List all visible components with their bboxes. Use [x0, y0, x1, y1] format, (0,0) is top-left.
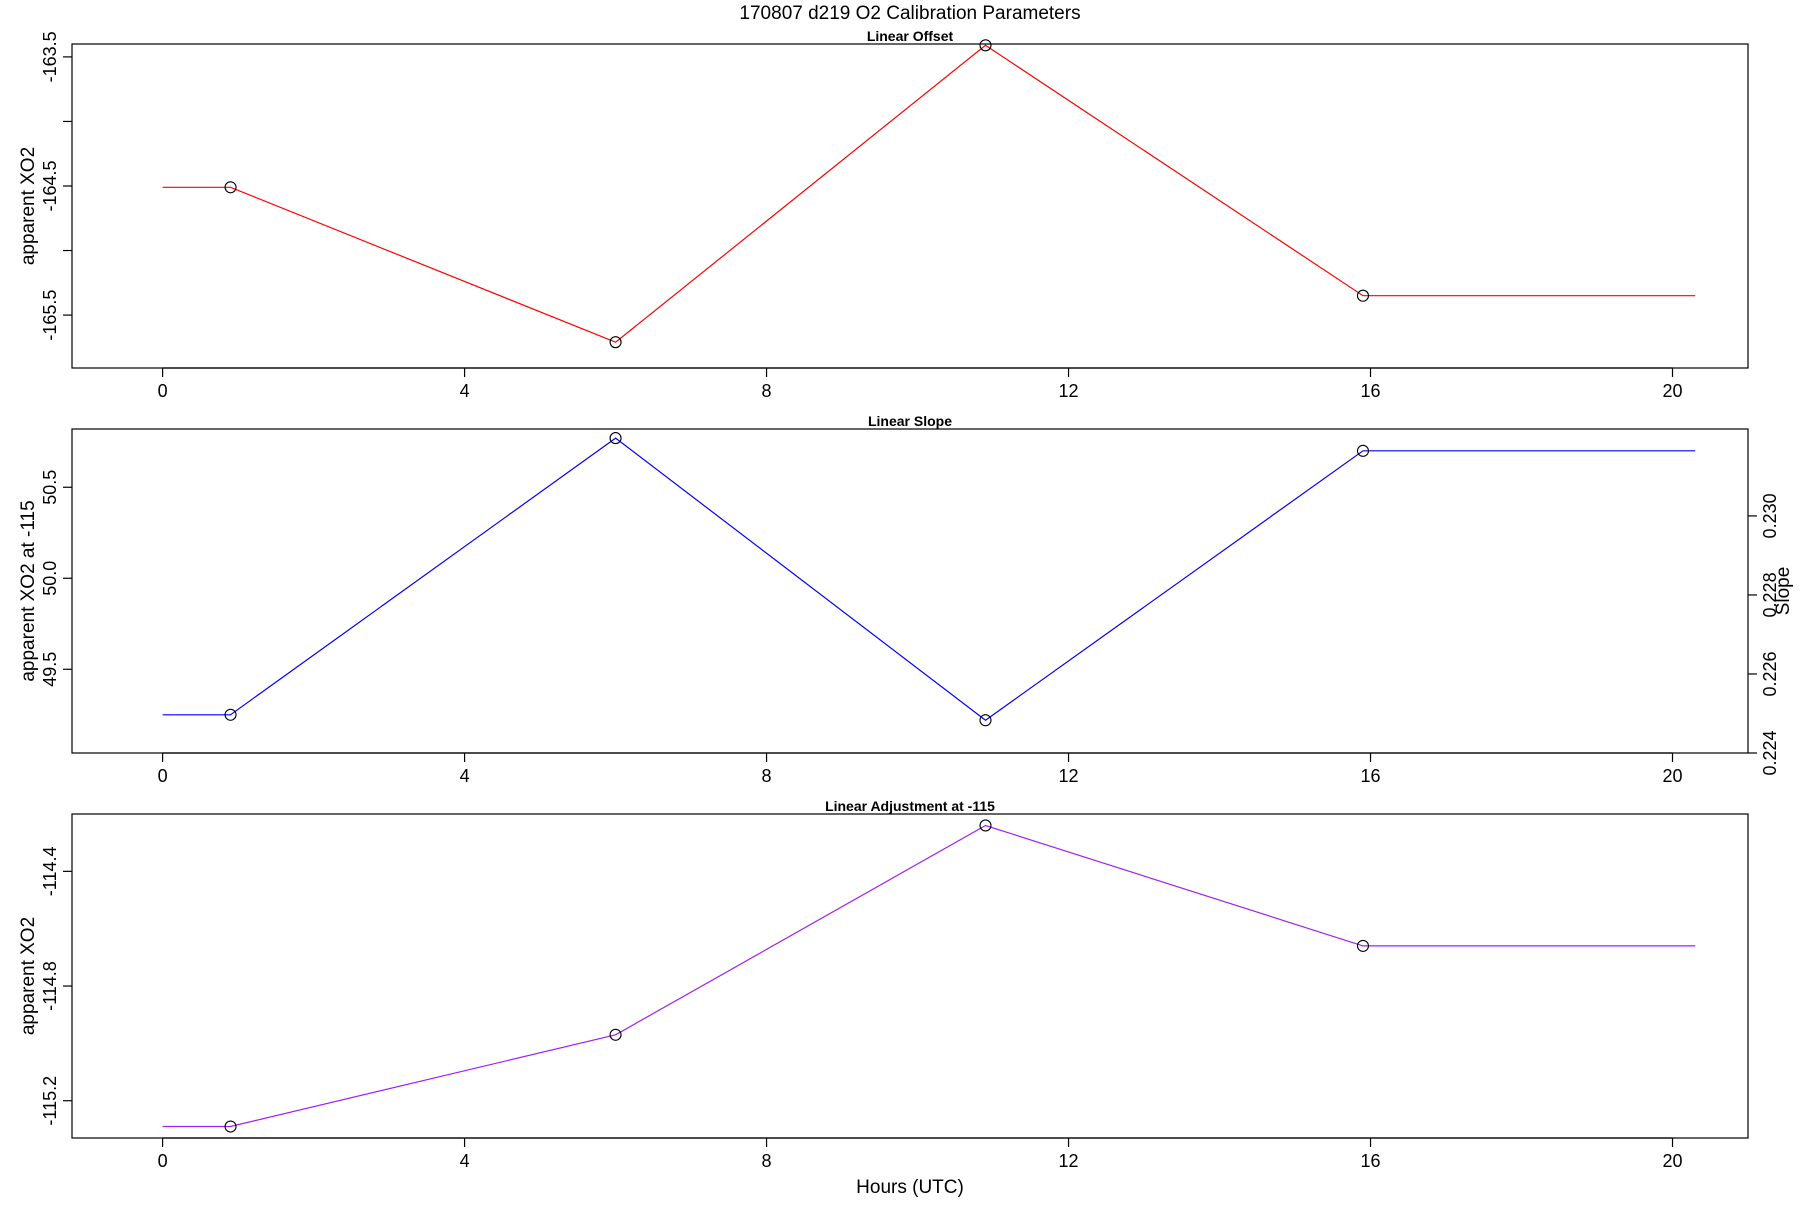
y-axis-label: apparent XO2 [18, 917, 39, 1035]
data-point [224, 708, 237, 721]
x-tick-label: 0 [158, 381, 168, 401]
series-line [162, 44, 1696, 343]
y-tick-label: 49.5 [40, 652, 60, 687]
x-axis: 0 4 8 12 16 20 [158, 1137, 1683, 1171]
y2-axis: 0.224 0.226 0.228 0.230 [1748, 493, 1780, 776]
y-tick-label: -163.5 [40, 31, 60, 82]
panel-title: Linear Adjustment at -115 [825, 798, 995, 814]
data-point [224, 181, 237, 194]
x-tick-label: 0 [158, 766, 168, 786]
y2-tick-label: 0.226 [1760, 651, 1780, 696]
panels: Linear Offset 0 4 8 12 16 20 -163.5 -164.5 -165.5… [18, 28, 1794, 1171]
series-line [162, 437, 1696, 721]
data-point [609, 432, 622, 445]
x-tick-label: 0 [158, 1151, 168, 1171]
x-tick-label: 20 [1662, 1151, 1682, 1171]
y2-tick-label: 0.230 [1760, 493, 1780, 538]
y-tick-label: -114.4 [40, 846, 60, 896]
x-tick-label: 8 [762, 766, 772, 786]
y-tick-label: -165.5 [40, 290, 60, 341]
panel-1: Linear Offset 0 4 8 12 16 20 -163.5 -164.5 -165.5… [18, 28, 1749, 401]
data-point [1356, 444, 1370, 457]
y-axis-label: apparent XO2 [18, 147, 39, 265]
panel-title: Linear Offset [867, 28, 954, 44]
x-tick-label: 16 [1361, 1151, 1381, 1171]
data-point [1356, 939, 1370, 952]
panel-3: Linear Adjustment at -115 0 4 8 12 16 20 -114.4… [18, 798, 1749, 1171]
y-axis-label: apparent XO2 at -115 [18, 500, 39, 681]
y-tick-label: -114.8 [40, 961, 60, 1011]
panel-title: Linear Slope [868, 413, 952, 429]
x-tick-label: 16 [1361, 381, 1381, 401]
y-axis: -114.4 -114.8 -115.2 [40, 846, 72, 1126]
y-axis: 49.5 50.0 50.5 [40, 470, 72, 687]
x-axis: 0 4 8 12 16 20 [158, 752, 1683, 786]
x-tick-label: 4 [460, 1151, 470, 1171]
figure-title: 170807 d219 O2 Calibration Parameters [739, 3, 1080, 24]
y-tick-label: 50.5 [40, 470, 60, 505]
x-tick-label: 12 [1059, 766, 1079, 786]
y2-tick-label: 0.224 [1760, 730, 1780, 775]
panel-2: Linear Slope 0 4 8 12 16 20 49.5 50.0 50.5apparen… [18, 413, 1794, 786]
x-axis: 0 4 8 12 16 20 [158, 367, 1683, 401]
y-tick-label: -115.2 [40, 1076, 60, 1126]
data-point [979, 819, 992, 832]
plot-frame [71, 43, 1749, 369]
figure-x-axis-label: Hours (UTC) [856, 1177, 964, 1198]
x-tick-label: 20 [1662, 766, 1682, 786]
x-tick-label: 8 [762, 381, 772, 401]
plot-frame [71, 428, 1749, 754]
data-point [224, 1120, 237, 1133]
y2-tick-label: 0.228 [1760, 572, 1780, 617]
x-tick-label: 20 [1662, 381, 1682, 401]
plot-frame [71, 813, 1749, 1139]
data-point [609, 1028, 622, 1041]
x-tick-label: 12 [1059, 381, 1079, 401]
x-tick-label: 16 [1361, 766, 1381, 786]
data-point [979, 714, 992, 727]
y-tick-label: 50.0 [40, 561, 60, 596]
x-tick-label: 12 [1059, 1151, 1079, 1171]
series-line [162, 824, 1696, 1128]
x-tick-label: 8 [762, 1151, 772, 1171]
x-tick-label: 4 [460, 766, 470, 786]
data-point [1356, 289, 1370, 302]
data-point [609, 336, 622, 349]
x-tick-label: 4 [460, 381, 470, 401]
y-tick-label: -164.5 [40, 160, 60, 211]
y-axis: -163.5 -164.5 -165.5 [40, 31, 72, 341]
data-point [979, 39, 992, 52]
y2-axis-label: Slope [1773, 567, 1794, 616]
